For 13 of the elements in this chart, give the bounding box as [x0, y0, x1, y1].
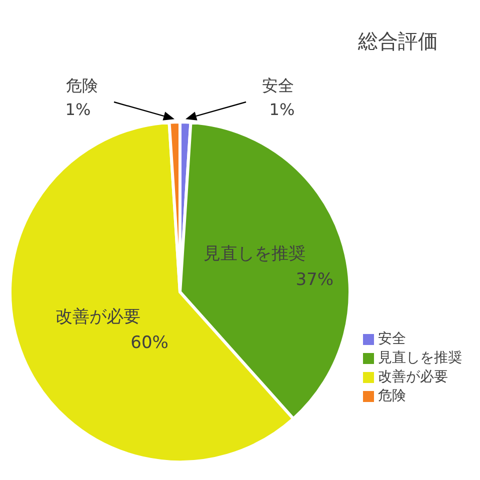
legend-label: 安全	[378, 331, 406, 347]
legend-label: 見直しを推奨	[378, 350, 462, 366]
chart-title: 総合評価	[358, 28, 438, 55]
slice-label: 改善が必要	[55, 307, 140, 328]
slice-label: 見直しを推奨	[204, 244, 306, 264]
slice-label: 危険	[66, 76, 98, 95]
data-label: 37%	[296, 270, 334, 290]
slice-label: 安全	[262, 76, 294, 95]
data-label: 1%	[269, 100, 295, 119]
data-label: 60%	[130, 333, 168, 354]
legend-label: 改善が必要	[378, 369, 448, 385]
data-label: 1%	[65, 100, 91, 119]
legend-label: 危険	[378, 388, 406, 404]
